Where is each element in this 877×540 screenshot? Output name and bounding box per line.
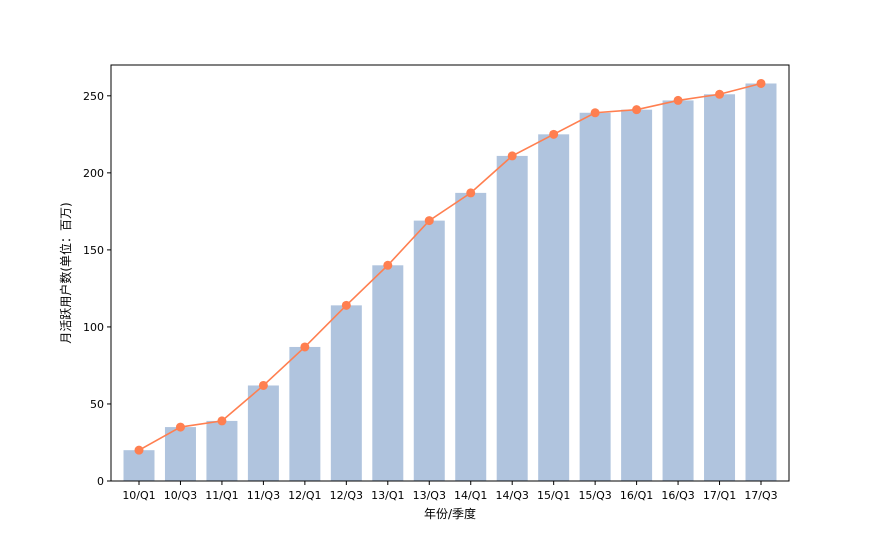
bar-10/Q1	[123, 450, 155, 481]
bar-13/Q3	[413, 220, 445, 482]
bar-16/Q3	[662, 100, 694, 481]
point-16/Q3	[673, 95, 683, 105]
x-tick-label: 12/Q1	[288, 489, 321, 502]
x-tick-label: 12/Q3	[330, 489, 363, 502]
bar-11/Q1	[206, 420, 238, 481]
point-12/Q3	[341, 300, 351, 310]
point-16/Q1	[632, 105, 642, 115]
y-axis-label: 月活跃用户数(单位：百万)	[58, 202, 73, 343]
x-tick-label: 13/Q1	[371, 489, 404, 502]
y-tick-label: 150	[83, 244, 104, 257]
bar-12/Q3	[330, 305, 362, 481]
y-tick-label: 100	[83, 321, 104, 334]
point-14/Q3	[507, 151, 517, 161]
x-tick-label: 17/Q1	[703, 489, 736, 502]
bar-17/Q3	[745, 83, 777, 481]
bar-17/Q1	[704, 94, 736, 481]
point-11/Q3	[258, 380, 268, 390]
bar-14/Q3	[496, 155, 528, 482]
x-tick-label: 15/Q3	[578, 489, 611, 502]
bar-11/Q3	[247, 385, 279, 481]
point-15/Q3	[590, 108, 600, 118]
bar-15/Q3	[579, 112, 611, 481]
y-tick-label: 0	[97, 475, 104, 488]
bar-14/Q1	[455, 192, 487, 482]
point-12/Q1	[300, 342, 310, 352]
point-10/Q3	[175, 422, 185, 432]
bar-group	[123, 83, 777, 482]
point-17/Q3	[756, 78, 766, 88]
bar-16/Q1	[621, 109, 653, 481]
x-tick-label: 16/Q3	[661, 489, 694, 502]
x-axis: 10/Q1 10/Q3 11/Q1 11/Q3 12/Q1 12/Q3 13/Q1 13/Q3…	[122, 481, 778, 502]
trend-line	[138, 82, 762, 451]
bar-15/Q1	[538, 134, 570, 482]
x-tick-label: 10/Q3	[164, 489, 197, 502]
x-tick-label: 11/Q1	[205, 489, 238, 502]
x-tick-label: 14/Q1	[454, 489, 487, 502]
x-tick-label: 13/Q3	[413, 489, 446, 502]
line-series	[134, 78, 766, 455]
y-tick-label: 50	[90, 398, 104, 411]
bar-10/Q3	[164, 427, 196, 481]
y-axis: 0 50 100 150 200 250	[83, 90, 111, 488]
bar-13/Q1	[372, 265, 404, 481]
x-tick-label: 14/Q3	[496, 489, 529, 502]
point-17/Q1	[715, 89, 725, 99]
x-tick-label: 17/Q3	[744, 489, 777, 502]
x-tick-label: 15/Q1	[537, 489, 570, 502]
point-10/Q1	[134, 445, 144, 455]
point-13/Q1	[383, 260, 393, 270]
y-tick-label: 200	[83, 167, 104, 180]
plot-frame	[110, 64, 790, 482]
point-11/Q1	[217, 416, 227, 426]
x-tick-label: 11/Q3	[247, 489, 280, 502]
point-13/Q3	[424, 216, 434, 226]
point-14/Q1	[466, 188, 476, 198]
x-tick-label: 16/Q1	[620, 489, 653, 502]
x-tick-label: 10/Q1	[122, 489, 155, 502]
y-tick-label: 250	[83, 90, 104, 103]
point-15/Q1	[549, 129, 559, 139]
bar-12/Q1	[289, 346, 321, 481]
x-axis-label: 年份/季度	[424, 506, 476, 521]
